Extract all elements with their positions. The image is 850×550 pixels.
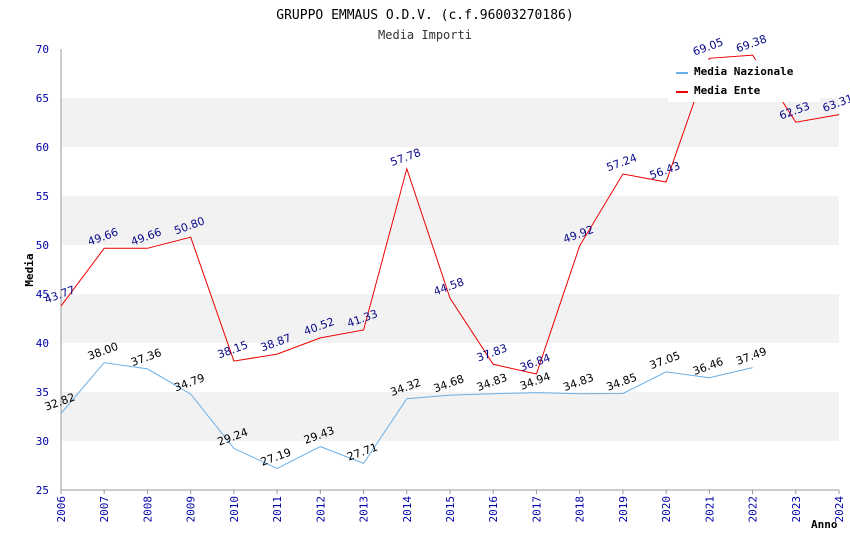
data-label-media-nazionale: 36.46 bbox=[691, 355, 725, 378]
series-line-media-ente bbox=[60, 54, 840, 375]
series-lines bbox=[60, 54, 840, 470]
data-label-media-ente: 57.78 bbox=[389, 146, 423, 169]
legend-box bbox=[668, 60, 820, 102]
data-label-media-nazionale: 34.79 bbox=[172, 371, 206, 394]
x-tick-label: 2009 bbox=[185, 496, 198, 523]
x-tick-label: 2023 bbox=[790, 496, 803, 523]
x-tick-label: 2007 bbox=[98, 496, 111, 523]
grid-band bbox=[61, 196, 839, 245]
chart-title: GRUPPO EMMAUS O.D.V. (c.f.96003270186) bbox=[276, 8, 573, 23]
x-tick-label: 2022 bbox=[747, 496, 760, 523]
chart-subtitle: Media Importi bbox=[378, 28, 472, 42]
x-axis-ticks: 2006 2007 2008 2009 2010 2011 2012 2013 2014 2015… bbox=[55, 490, 846, 523]
x-tick-label: 2006 bbox=[55, 496, 68, 523]
data-label-media-nazionale: 34.68 bbox=[432, 372, 466, 395]
y-tick-label: 55 bbox=[36, 190, 49, 203]
y-axis-ticks: 25 30 35 40 45 50 55 60 65 70 bbox=[36, 43, 49, 497]
x-tick-label: 2011 bbox=[271, 496, 284, 523]
y-tick-label: 35 bbox=[36, 386, 49, 399]
series-line-media-nazionale bbox=[60, 362, 753, 470]
data-label-media-ente: 69.05 bbox=[691, 36, 725, 59]
x-tick-label: 2014 bbox=[401, 496, 414, 523]
data-label-media-ente: 57.24 bbox=[605, 151, 639, 174]
data-label-media-nazionale: 37.49 bbox=[734, 345, 768, 368]
x-tick-label: 2024 bbox=[833, 496, 846, 523]
legend-label-media-ente: Media Ente bbox=[694, 84, 761, 97]
data-label-media-nazionale: 34.85 bbox=[605, 371, 639, 394]
y-tick-label: 70 bbox=[36, 43, 49, 56]
y-axis-title: Media bbox=[23, 253, 36, 286]
data-label-media-nazionale: 27.19 bbox=[259, 446, 293, 469]
x-tick-label: 2017 bbox=[530, 496, 543, 523]
y-tick-label: 40 bbox=[36, 337, 49, 350]
y-tick-label: 25 bbox=[36, 484, 49, 497]
legend-label-media-nazionale: Media Nazionale bbox=[694, 65, 794, 78]
data-label-media-ente: 69.38 bbox=[734, 32, 768, 55]
y-tick-label: 30 bbox=[36, 435, 49, 448]
x-tick-label: 2008 bbox=[141, 496, 154, 523]
data-label-media-nazionale: 34.83 bbox=[561, 371, 595, 394]
grid-band bbox=[61, 98, 839, 147]
legend: Media Nazionale Media Ente bbox=[668, 60, 820, 102]
data-label-media-ente: 56.43 bbox=[648, 159, 682, 182]
x-tick-label: 2013 bbox=[358, 496, 371, 523]
y-tick-label: 45 bbox=[36, 288, 49, 301]
x-tick-label: 2018 bbox=[574, 496, 587, 523]
y-tick-label: 65 bbox=[36, 92, 49, 105]
x-tick-label: 2010 bbox=[228, 496, 241, 523]
data-label-media-nazionale: 27.71 bbox=[345, 441, 379, 464]
x-tick-label: 2015 bbox=[444, 496, 457, 523]
x-tick-label: 2016 bbox=[487, 496, 500, 523]
data-label-media-nazionale: 37.36 bbox=[129, 346, 163, 369]
grid-bands bbox=[61, 98, 839, 441]
x-axis-title: Anno bbox=[811, 518, 838, 531]
grid-band bbox=[61, 392, 839, 441]
data-label-media-nazionale: 37.05 bbox=[648, 349, 682, 372]
data-label-media-nazionale: 38.00 bbox=[86, 340, 120, 363]
data-label-media-nazionale: 34.83 bbox=[475, 371, 509, 394]
grid-band bbox=[61, 294, 839, 343]
x-tick-label: 2012 bbox=[314, 496, 327, 523]
x-tick-label: 2021 bbox=[703, 496, 716, 523]
y-tick-label: 50 bbox=[36, 239, 49, 252]
x-tick-label: 2020 bbox=[660, 496, 673, 523]
y-tick-label: 60 bbox=[36, 141, 49, 154]
x-tick-label: 2019 bbox=[617, 496, 630, 523]
